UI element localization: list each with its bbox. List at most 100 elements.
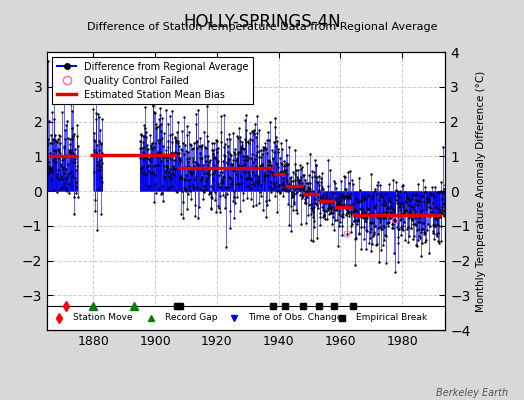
- Point: [141, 170, 149, 176]
- Point: [147, 170, 155, 176]
- Point: [413, 218, 422, 225]
- Point: [296, 162, 304, 168]
- Point: [274, 146, 282, 152]
- Point: [170, 164, 179, 171]
- Point: [183, 123, 191, 129]
- Point: [194, 162, 203, 168]
- Point: [302, 219, 311, 226]
- Point: [303, 187, 311, 193]
- Point: [285, 144, 293, 150]
- Point: [438, 204, 446, 210]
- Point: [356, 198, 364, 204]
- Point: [305, 191, 313, 197]
- Point: [383, 209, 391, 216]
- Point: [171, 138, 180, 145]
- Point: [334, 208, 343, 214]
- Point: [301, 196, 310, 202]
- Point: [236, 138, 244, 144]
- Point: [219, 158, 227, 164]
- Point: [224, 149, 232, 156]
- Point: [188, 158, 196, 164]
- Point: [52, 148, 60, 154]
- Point: [208, 147, 216, 153]
- Point: [393, 188, 401, 194]
- Point: [421, 206, 430, 212]
- Point: [159, 153, 167, 160]
- Point: [342, 205, 350, 212]
- Point: [366, 248, 375, 254]
- Point: [187, 196, 195, 203]
- Point: [394, 239, 402, 246]
- Point: [72, 190, 80, 196]
- Point: [421, 189, 429, 196]
- Point: [163, 120, 172, 127]
- Point: [348, 181, 357, 188]
- Point: [266, 184, 275, 190]
- Point: [51, 154, 59, 160]
- Point: [266, 159, 275, 165]
- Point: [340, 196, 348, 202]
- Point: [73, 194, 82, 200]
- Point: [188, 166, 196, 172]
- Point: [264, 171, 272, 178]
- Point: [195, 186, 204, 192]
- Point: [216, 184, 224, 190]
- Point: [336, 201, 345, 208]
- Point: [308, 174, 316, 180]
- Point: [148, 151, 156, 158]
- Point: [280, 161, 289, 168]
- Point: [235, 134, 244, 141]
- Point: [226, 150, 234, 157]
- Point: [397, 224, 405, 230]
- Point: [242, 175, 250, 181]
- Point: [306, 180, 314, 186]
- Point: [292, 166, 300, 173]
- Point: [313, 179, 322, 185]
- Point: [198, 154, 206, 161]
- Point: [379, 242, 387, 248]
- Point: [398, 200, 407, 206]
- Point: [189, 165, 198, 171]
- Point: [294, 175, 302, 182]
- Point: [277, 169, 286, 175]
- Point: [254, 175, 262, 182]
- Point: [179, 151, 188, 157]
- Point: [95, 162, 104, 168]
- Point: [256, 164, 265, 170]
- Point: [287, 174, 295, 180]
- Point: [190, 140, 198, 146]
- Point: [431, 204, 440, 210]
- Point: [408, 216, 417, 222]
- Point: [298, 192, 306, 198]
- Point: [66, 141, 74, 148]
- Point: [52, 170, 61, 177]
- Point: [245, 130, 254, 136]
- Point: [250, 156, 259, 162]
- Point: [320, 211, 328, 218]
- Point: [374, 230, 383, 237]
- Point: [251, 178, 259, 185]
- Point: [53, 174, 62, 180]
- Point: [255, 148, 263, 154]
- Point: [317, 194, 325, 201]
- Point: [233, 151, 242, 157]
- Point: [409, 236, 417, 243]
- Point: [151, 140, 159, 147]
- Point: [334, 243, 343, 249]
- Point: [91, 116, 100, 122]
- Point: [161, 175, 169, 181]
- Point: [232, 194, 241, 200]
- Point: [323, 205, 332, 211]
- Point: [299, 172, 308, 178]
- Point: [71, 158, 79, 165]
- Point: [211, 197, 219, 203]
- Point: [435, 211, 443, 217]
- Point: [152, 154, 161, 160]
- Point: [322, 216, 331, 222]
- Point: [247, 196, 255, 202]
- Point: [345, 212, 353, 219]
- Point: [184, 149, 193, 155]
- Point: [157, 128, 165, 134]
- Point: [274, 182, 282, 189]
- Point: [138, 152, 147, 158]
